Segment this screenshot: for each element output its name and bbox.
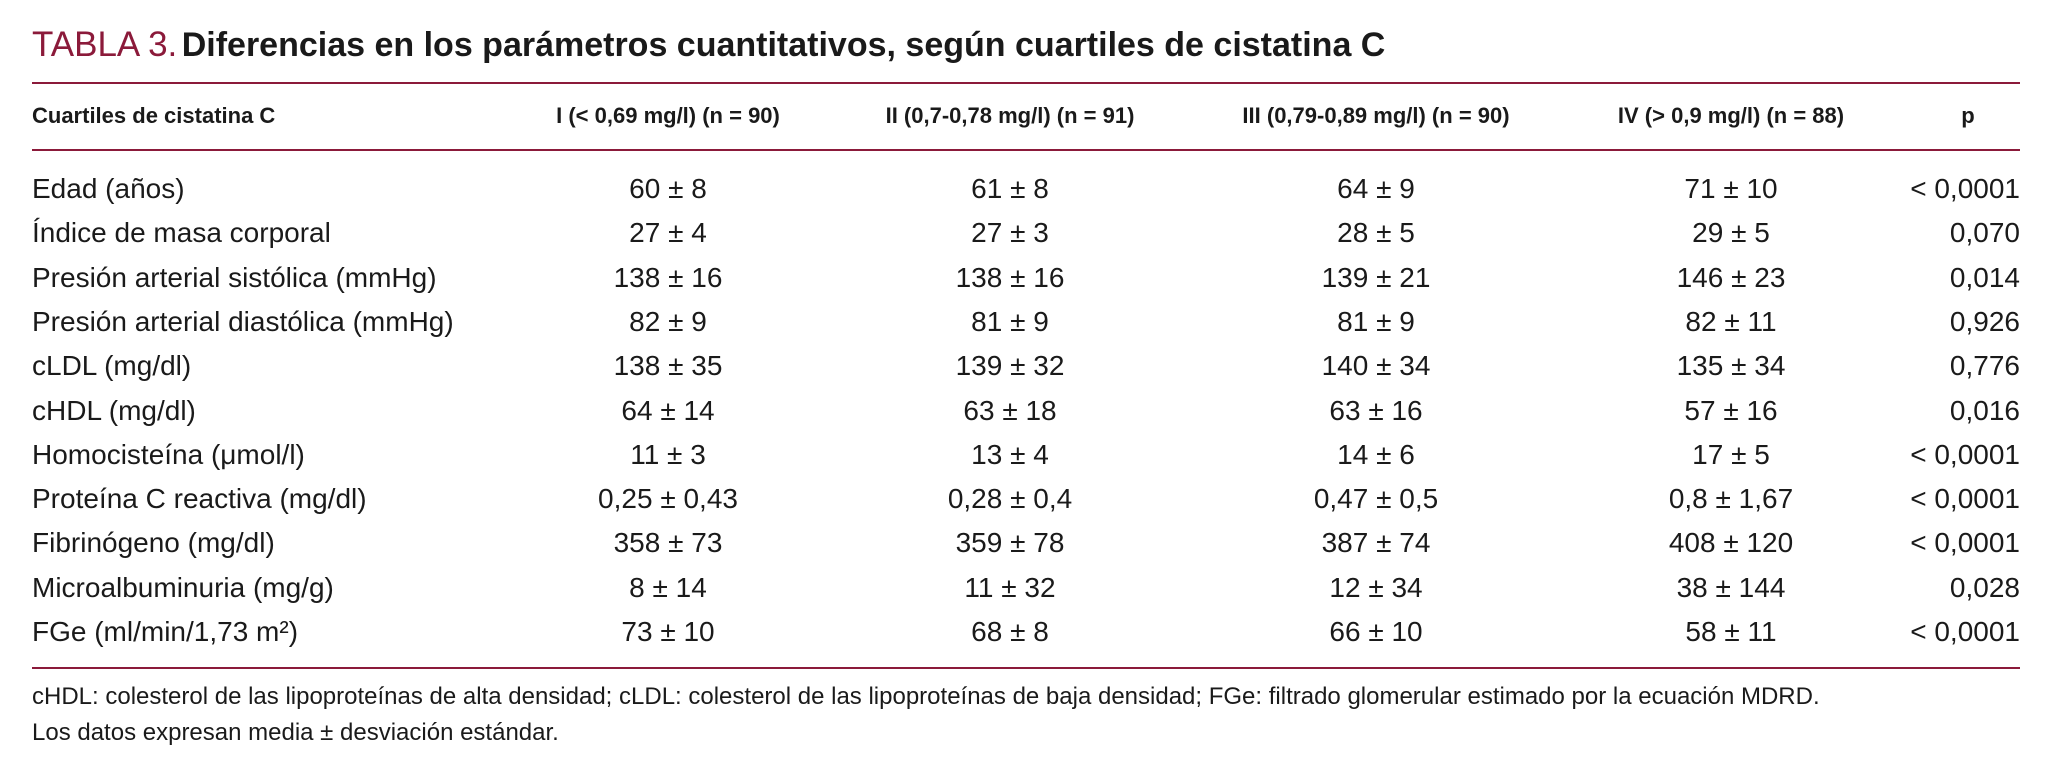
cell-value: 27 ± 4 bbox=[629, 217, 707, 249]
cell-value: 139 ± 21 bbox=[1321, 261, 1431, 293]
cell-value: < 0,0001 bbox=[1910, 483, 2020, 515]
footnote: Los datos expresan media ± desviación es… bbox=[32, 719, 559, 746]
header-cell: III (0,79-0,89 mg/l) (n = 90) bbox=[1242, 103, 1510, 128]
cell-value: 58 ± 11 bbox=[1685, 616, 1777, 647]
header-cell: II (0,7-0,78 mg/l) (n = 91) bbox=[885, 103, 1135, 128]
cell-value: 140 ± 34 bbox=[1321, 350, 1431, 382]
cell-value: 38 ± 144 bbox=[1676, 571, 1786, 603]
cell-value: 64 ± 14 bbox=[621, 394, 715, 426]
cell-value: < 0,0001 bbox=[1910, 616, 2020, 647]
cell-value: 0,926 bbox=[1949, 305, 2020, 337]
title-label: TABLA 3. bbox=[32, 25, 178, 64]
cell-value: < 0,0001 bbox=[1910, 173, 2020, 204]
cell-value: 14 ± 6 bbox=[1337, 438, 1415, 470]
table-title: TABLA 3. Diferencias en los parámetros c… bbox=[32, 27, 1385, 62]
cell-value: 0,016 bbox=[1949, 394, 2020, 426]
cell-value: 387 ± 74 bbox=[1321, 527, 1431, 559]
cell-value: 0,028 bbox=[1949, 571, 2020, 603]
row-label: FGe (ml/min/1,73 m²) bbox=[32, 616, 299, 647]
cell-value: 29 ± 5 bbox=[1692, 217, 1770, 249]
cell-value: 57 ± 16 bbox=[1684, 394, 1778, 426]
row-label: Microalbuminuria (mg/g) bbox=[32, 571, 334, 603]
header-cell: I (< 0,69 mg/l) (n = 90) bbox=[556, 103, 780, 128]
cell-value: 408 ± 120 bbox=[1668, 527, 1794, 559]
row-label: Fibrinógeno (mg/dl) bbox=[32, 527, 275, 559]
row-label: Edad (años) bbox=[32, 173, 185, 204]
title-text: Diferencias en los parámetros cuantitati… bbox=[181, 26, 1386, 64]
cell-value: 0,47 ± 0,5 bbox=[1313, 483, 1439, 515]
cell-value: 0,28 ± 0,4 bbox=[947, 483, 1073, 515]
cell-value: 61 ± 8 bbox=[971, 173, 1049, 204]
row-label: cLDL (mg/dl) bbox=[32, 350, 192, 382]
cell-value: 11 ± 3 bbox=[630, 438, 706, 470]
header-cell: Cuartiles de cistatina C bbox=[32, 103, 276, 128]
cell-value: 81 ± 9 bbox=[1337, 305, 1415, 337]
cell-value: 146 ± 23 bbox=[1676, 261, 1786, 293]
cell-value: 63 ± 16 bbox=[1329, 394, 1423, 426]
cell-value: 0,070 bbox=[1949, 217, 2020, 249]
cell-value: 139 ± 32 bbox=[955, 350, 1065, 382]
cell-value: 138 ± 35 bbox=[613, 350, 723, 382]
cell-value: 82 ± 9 bbox=[629, 305, 707, 337]
cell-value: 11 ± 32 bbox=[964, 571, 1056, 603]
row-label: Homocisteína (μmol/l) bbox=[32, 438, 305, 470]
cell-value: 71 ± 10 bbox=[1684, 173, 1778, 204]
cell-value: 64 ± 9 bbox=[1337, 173, 1415, 204]
cell-value: 60 ± 8 bbox=[629, 173, 707, 204]
cell-value: 135 ± 34 bbox=[1676, 350, 1786, 382]
row-label: Presión arterial diastólica (mmHg) bbox=[32, 305, 454, 337]
cell-value: 359 ± 78 bbox=[955, 527, 1065, 559]
cell-value: 66 ± 10 bbox=[1329, 616, 1423, 647]
row-label: Índice de masa corporal bbox=[32, 217, 331, 249]
rule bbox=[32, 667, 2020, 669]
cell-value: 0,8 ± 1,67 bbox=[1668, 483, 1794, 515]
cell-value: 28 ± 5 bbox=[1337, 217, 1415, 249]
cell-value: < 0,0001 bbox=[1910, 527, 2020, 559]
cell-value: 358 ± 73 bbox=[613, 527, 723, 559]
cell-value: 0,25 ± 0,43 bbox=[598, 483, 738, 515]
cell-value: 8 ± 14 bbox=[629, 571, 707, 603]
footnote: cHDL: colesterol de las lipoproteínas de… bbox=[32, 683, 1820, 710]
row-label: cHDL (mg/dl) bbox=[32, 394, 196, 426]
header-cell: IV (> 0,9 mg/l) (n = 88) bbox=[1617, 103, 1845, 128]
cell-value: 73 ± 10 bbox=[621, 616, 715, 647]
row-label: Proteína C reactiva (mg/dl) bbox=[32, 483, 367, 515]
cell-value: 68 ± 8 bbox=[971, 616, 1049, 647]
cell-value: 12 ± 34 bbox=[1329, 571, 1423, 603]
cell-value: 27 ± 3 bbox=[971, 217, 1049, 249]
cell-value: 0,014 bbox=[1949, 261, 2020, 293]
cell-value: 82 ± 11 bbox=[1685, 305, 1777, 337]
row-label: Presión arterial sistólica (mmHg) bbox=[32, 261, 437, 293]
cell-value: 138 ± 16 bbox=[955, 261, 1065, 293]
cell-value: 0,776 bbox=[1949, 350, 2020, 382]
rule bbox=[32, 82, 2020, 84]
cell-value: < 0,0001 bbox=[1910, 438, 2020, 470]
cell-value: 63 ± 18 bbox=[963, 394, 1057, 426]
cell-value: 13 ± 4 bbox=[971, 438, 1049, 470]
cell-value: 17 ± 5 bbox=[1692, 438, 1770, 470]
header-cell: p bbox=[1961, 103, 1975, 128]
rule bbox=[32, 149, 2020, 151]
cell-value: 138 ± 16 bbox=[613, 261, 723, 293]
cell-value: 81 ± 9 bbox=[971, 305, 1049, 337]
